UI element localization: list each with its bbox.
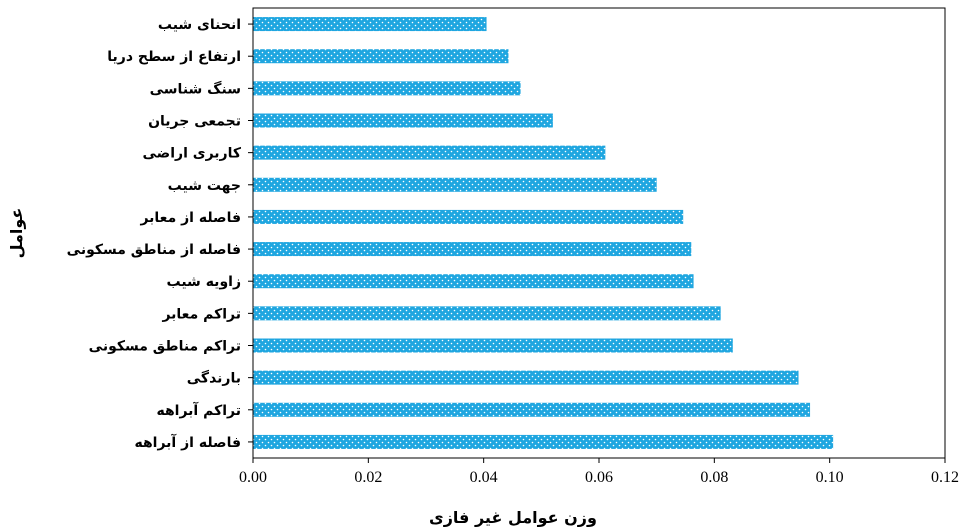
category-label: فاصله از آبراهه [134, 433, 241, 451]
bar [253, 177, 657, 192]
bar [253, 209, 684, 224]
category-label: تراکم مناطق مسکونی [89, 339, 241, 355]
category-label: ارتفاع از سطح دریا [107, 49, 241, 65]
x-tick-label: 0.08 [700, 469, 728, 486]
x-axis-title: وزن عوامل غیر فازی [429, 508, 597, 527]
category-label: جهت شیب [168, 178, 241, 194]
x-tick-label: 0.04 [470, 469, 498, 486]
bar [253, 145, 606, 160]
bar [253, 17, 487, 32]
bar [253, 274, 694, 289]
bar [253, 402, 811, 417]
x-tick-label: 0.06 [585, 469, 613, 486]
bar [253, 81, 521, 96]
bar [253, 49, 509, 64]
category-label: سنگ شناسی [150, 80, 241, 97]
x-tick-label: 0.10 [816, 469, 844, 486]
category-label: تجمعی جریان [148, 114, 241, 130]
bars-layer [253, 17, 834, 449]
bar [253, 242, 692, 257]
category-label: انحنای شیب [158, 17, 241, 33]
bar [253, 113, 553, 128]
plot-frame [252, 7, 946, 459]
category-label: تراکم آبراهه [156, 401, 241, 419]
x-axis-ticks: 0.00 0.02 0.04 0.06 0.08 0.10 0.12 [239, 458, 959, 486]
category-labels: انحنای شیب ارتفاع از سطح دریا سنگ شناسی تجم… [67, 17, 253, 451]
bar [253, 434, 834, 449]
x-tick-label: 0.02 [354, 469, 382, 486]
bar [253, 306, 721, 321]
y-axis-title: عوامل [7, 208, 26, 259]
category-label: تراکم معابر [161, 306, 241, 322]
x-tick-label: 0.12 [931, 469, 959, 486]
x-tick-label: 0.00 [239, 469, 267, 486]
category-label: فاصله از مناطق مسکونی [67, 242, 241, 258]
category-label: زاویه شیب [167, 274, 241, 290]
category-label: فاصله از معابر [139, 210, 241, 226]
bar [253, 370, 799, 385]
bar [253, 338, 733, 353]
category-label: کاربری اراضی [143, 146, 242, 162]
category-label: بارندگی [187, 370, 241, 387]
